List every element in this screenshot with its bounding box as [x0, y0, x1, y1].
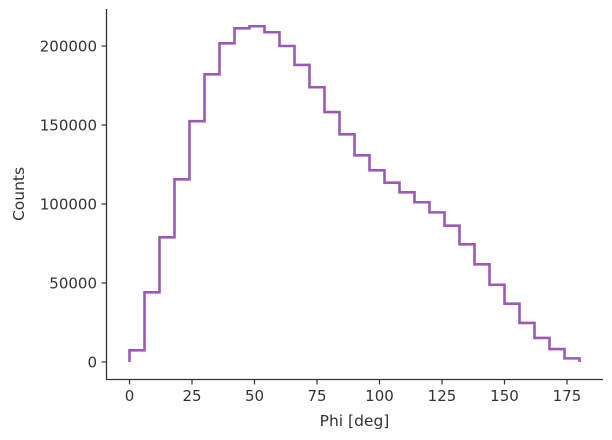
plot-area: [128, 24, 581, 362]
y-tick-label: 150000: [40, 117, 97, 135]
x-tick-label: 50: [245, 387, 264, 405]
y-tick-label: 50000: [49, 275, 97, 293]
y-axis-label: Counts: [10, 167, 28, 221]
y-tick-label: 0: [87, 354, 97, 372]
x-tick-label: 75: [307, 387, 326, 405]
x-tick-label: 0: [125, 387, 135, 405]
x-axis-ticks: 0 25 50 75 100 125 150 175: [125, 379, 582, 405]
y-tick-label: 100000: [40, 196, 97, 214]
x-tick-label: 175: [553, 387, 582, 405]
histogram-step-line: [128, 24, 581, 362]
x-tick-label: 100: [365, 387, 394, 405]
x-tick-label: 125: [428, 387, 457, 405]
y-tick-label: 200000: [40, 38, 97, 56]
x-tick-label: 25: [182, 387, 201, 405]
y-axis-ticks: 0 50000 100000 150000 200000: [40, 38, 107, 372]
x-axis-label: Phi [deg]: [320, 412, 390, 430]
x-tick-label: 150: [490, 387, 519, 405]
